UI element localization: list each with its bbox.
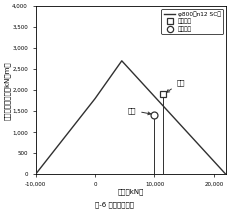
Text: 半剛: 半剛 [127,107,150,115]
X-axis label: 軸力（kN）: 軸力（kN） [117,188,143,195]
Y-axis label: 曲げモーメント（kN・m）: 曲げモーメント（kN・m） [4,61,11,119]
Text: 図-6 栗の断面検証: 図-6 栗の断面検証 [95,201,134,208]
Legend: φ800－n12 SC栗, 栗頭固定, 栗頭半剛: φ800－n12 SC栗, 栗頭固定, 栗頭半剛 [161,9,222,34]
Text: 固定: 固定 [166,79,184,92]
